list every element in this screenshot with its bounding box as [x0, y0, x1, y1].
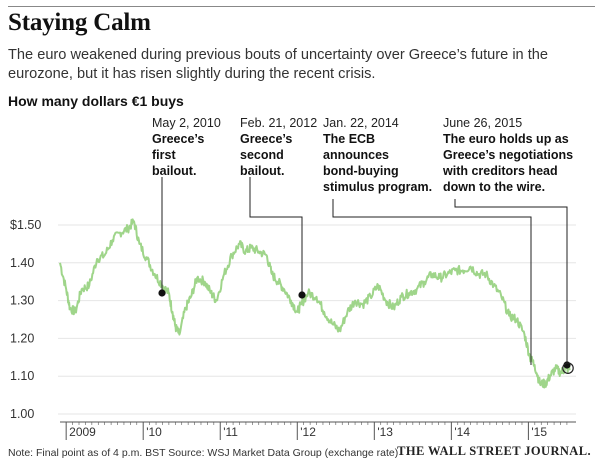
annotation-date: Jan. 22, 2014	[323, 116, 399, 130]
annotation-text: with creditors head	[442, 164, 558, 178]
annotation-text: first	[152, 148, 176, 162]
annotation-date: Feb. 21, 2012	[240, 116, 317, 130]
annotation-text: bond-buying	[323, 164, 399, 178]
chart-title: Staying Calm	[8, 9, 151, 36]
annotation-text: down to the wire.	[443, 180, 545, 194]
annotation-text: bailout.	[240, 164, 284, 178]
annotation-date: June 26, 2015	[443, 116, 522, 130]
y-tick-label: 1.40	[10, 256, 34, 270]
annotation-text: second	[240, 148, 284, 162]
y-tick-label: $1.50	[10, 218, 41, 232]
annotation-text: The euro holds up as	[443, 132, 569, 146]
annotation-text: stimulus program.	[323, 180, 432, 194]
annotation-leader-line	[249, 177, 303, 295]
x-tick-label: '13	[377, 425, 393, 439]
x-tick-label: '12	[300, 425, 316, 439]
series-line-eur-usd	[59, 218, 571, 389]
final-point-marker	[562, 362, 574, 374]
x-tick-label: '11	[223, 425, 238, 439]
x-tick-label: '14	[454, 425, 470, 439]
x-tick-label: '10	[146, 425, 162, 439]
annotation-text: Greece’s	[152, 132, 204, 146]
y-tick-label: 1.20	[10, 331, 34, 345]
annotation-leader-line	[332, 199, 532, 365]
annotation-text: announces	[323, 148, 389, 162]
y-tick-label: 1.30	[10, 294, 34, 308]
annotation-text: Greece’s	[240, 132, 292, 146]
y-tick-label: 1.10	[10, 369, 34, 383]
chart-subtitle: The euro weakened during previous bouts …	[8, 47, 549, 82]
annotation-text: bailout.	[152, 164, 196, 178]
unit-label: How many dollars €1 buys	[8, 93, 184, 109]
annotation-text: Greece’s negotiations	[443, 148, 573, 162]
y-tick-label: 1.00	[10, 407, 34, 421]
event-marker	[298, 291, 306, 299]
wsj-logo: THE WALL STREET JOURNAL.	[397, 444, 591, 458]
annotation-date: May 2, 2010	[152, 116, 221, 130]
top-rule	[8, 6, 595, 7]
annotation-leader-line	[454, 199, 568, 365]
annotation-text: The ECB	[323, 132, 375, 146]
x-tick-label: 2009	[69, 425, 96, 439]
event-marker	[158, 289, 166, 297]
x-tick-label: '15	[531, 425, 547, 439]
footer-note: Note: Final point as of 4 p.m. BST Sourc…	[8, 447, 399, 459]
